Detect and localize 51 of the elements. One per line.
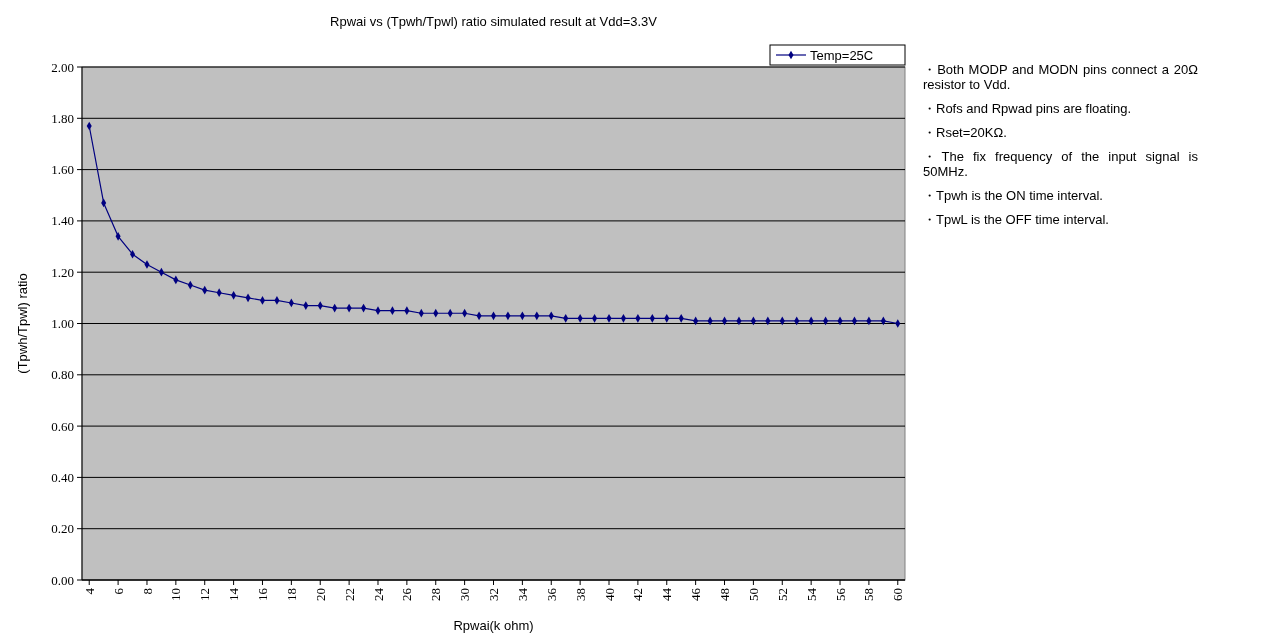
x-tick-label: 34 — [514, 587, 530, 601]
x-tick-label: 42 — [630, 588, 646, 601]
x-axis-title: Rpwai(k ohm) — [453, 618, 534, 633]
x-tick-label: 60 — [890, 588, 906, 601]
chart-title: Rpwai vs (Tpwh/Tpwl) ratio simulated result at Vdd=3.3V — [330, 14, 658, 29]
x-tick-label: 6 — [110, 587, 126, 595]
x-tick-label: 16 — [255, 587, 271, 601]
x-tick-label: 52 — [774, 588, 790, 601]
x-tick-label: 44 — [659, 587, 675, 601]
x-tick-label: 38 — [572, 588, 588, 601]
x-tick-label: 36 — [543, 587, 559, 601]
y-tick-label: 1.40 — [51, 213, 74, 229]
x-tick-label: 50 — [745, 588, 761, 601]
x-tick-label: 30 — [457, 588, 473, 601]
legend-label: Temp=25C — [810, 47, 874, 63]
text: ・Tpwh is the ON time interval. — [923, 188, 1104, 203]
text: ・TpwL is the OFF time interval. — [923, 212, 1110, 227]
x-tick-label: 46 — [688, 587, 704, 601]
x-tick-label: 26 — [399, 587, 415, 601]
x-tick-label: 8 — [139, 588, 155, 595]
x-tick-label: 56 — [832, 587, 848, 601]
x-tick-label: 20 — [312, 588, 328, 601]
x-tick-label: 54 — [803, 587, 819, 601]
y-tick-label: 0.60 — [51, 418, 74, 434]
y-tick-label: 0.80 — [51, 367, 74, 383]
y-tick-label: 1.60 — [51, 162, 74, 178]
y-tick-label: 1.80 — [51, 110, 74, 126]
y-axis-title: (Tpwh/Tpwl) ratio — [15, 273, 30, 374]
x-tick-label: 4 — [81, 587, 97, 595]
text: ・Both MODP and MODN pins connect a 20Ω resistor to Vdd. — [923, 62, 1198, 92]
x-tick-label: 40 — [601, 588, 617, 601]
x-tick-label: 18 — [283, 588, 299, 601]
y-tick-label: 0.00 — [51, 572, 74, 588]
y-tick-label: 1.00 — [51, 316, 74, 332]
x-tick-label: 28 — [428, 588, 444, 601]
point — [490, 311, 497, 321]
y-tick-label: 2.00 — [51, 59, 74, 75]
x-tick-label: 14 — [226, 587, 242, 601]
x-tick-label: 10 — [168, 588, 184, 601]
text: ・The fix frequency of the input signal is 50MHz. — [923, 149, 1198, 179]
text: ・Rset=20KΩ. — [923, 125, 1008, 140]
x-tick-label: 58 — [861, 588, 877, 601]
y-tick-label: 0.40 — [51, 469, 74, 485]
y-tick-label: 0.20 — [51, 521, 74, 537]
x-tick-label: 48 — [717, 588, 733, 601]
x-tick-label: 12 — [197, 588, 213, 601]
y-tick-label: 1.20 — [51, 264, 74, 280]
text: ・Rofs and Rpwad pins are floating. — [923, 101, 1133, 116]
x-tick-label: 22 — [341, 588, 357, 601]
x-tick-label: 24 — [370, 587, 386, 601]
x-tick-label: 32 — [486, 588, 502, 601]
